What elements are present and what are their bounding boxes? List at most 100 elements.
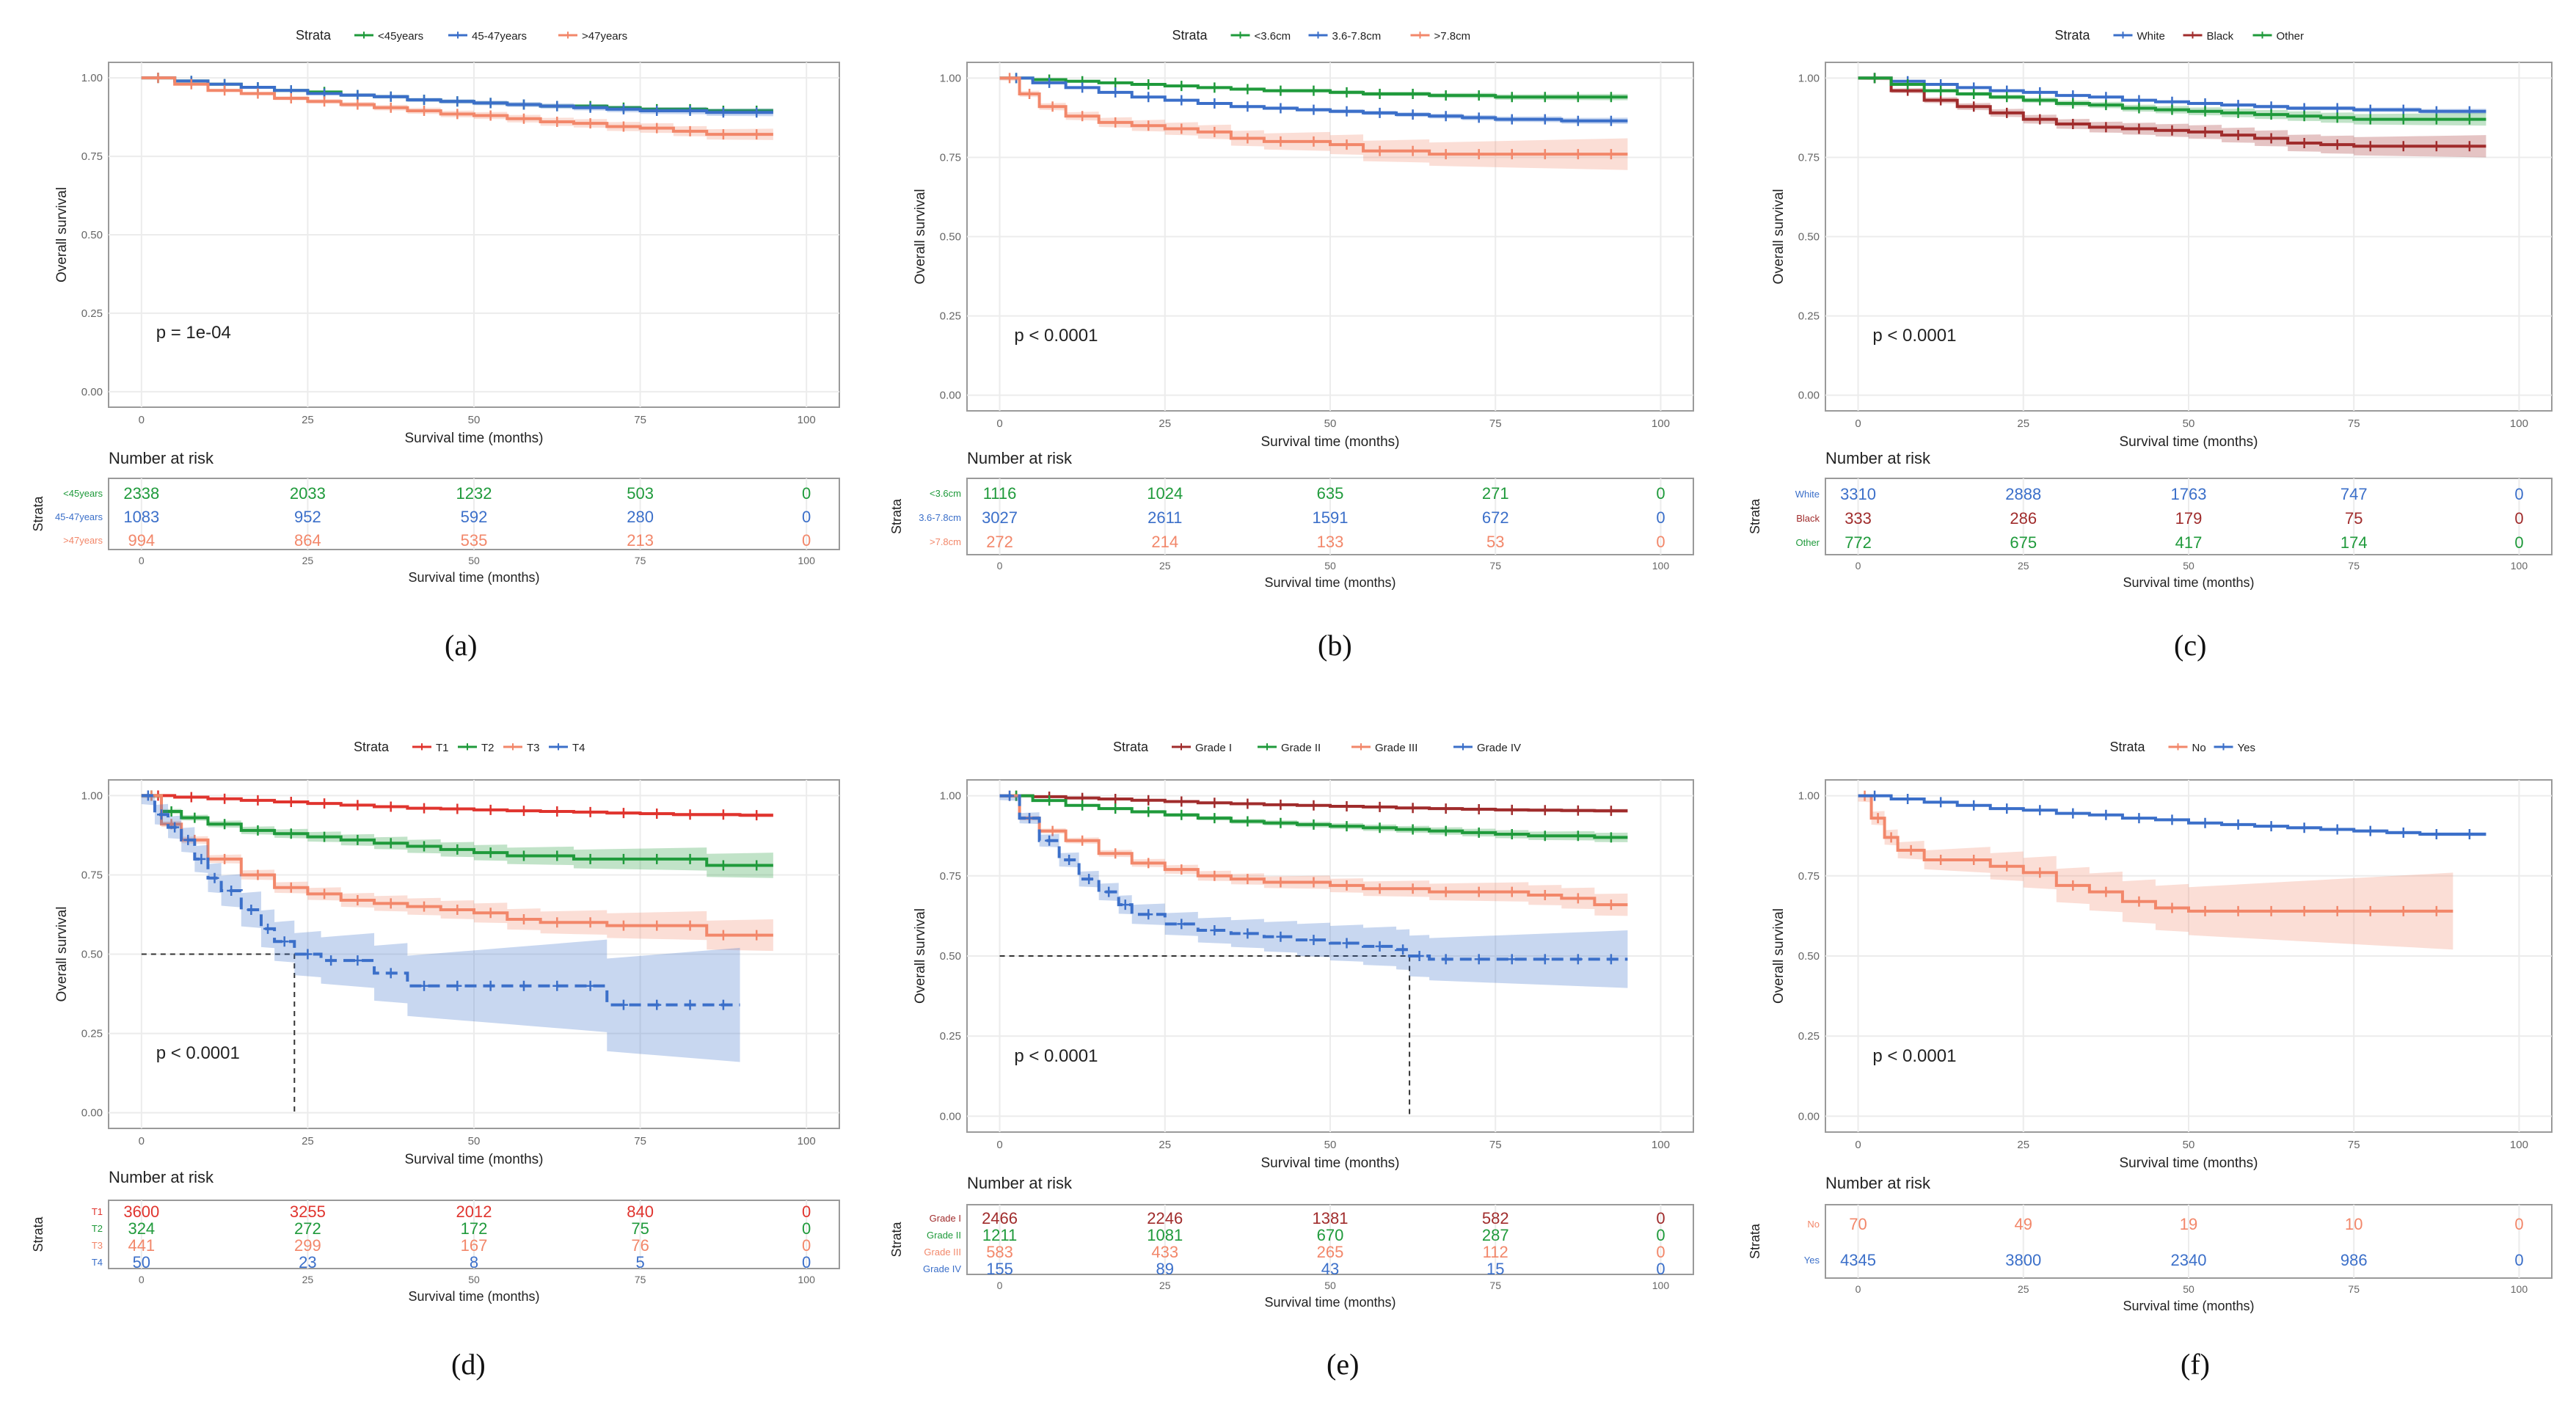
legend: Strata + Grade I + Grade II + Grade III + Grade …: [1113, 740, 1521, 754]
censor-mark: [2299, 111, 2309, 122]
risk-count: 5: [635, 1253, 644, 1271]
risk-count: 0: [802, 508, 811, 526]
censor-mark: [2464, 114, 2474, 125]
censor-mark: [1415, 951, 1424, 961]
x-tick-label: 0: [1855, 417, 1861, 430]
censor-mark: [519, 850, 528, 861]
censor-mark: [143, 790, 153, 801]
x-tick-label: 100: [1652, 1139, 1670, 1151]
risk-count: 324: [128, 1219, 155, 1238]
censor-mark: [2101, 809, 2111, 820]
x-tick-label: 100: [2510, 417, 2528, 430]
risk-count: 271: [1482, 484, 1509, 503]
censor-mark: [752, 810, 762, 821]
risk-table-title: Number at risk: [109, 449, 214, 467]
x-tick-label: 0: [996, 1139, 1002, 1151]
censor-mark: [1144, 795, 1153, 806]
x-axis-title: Survival time (months): [1261, 434, 1400, 450]
y-tick-label: 0.00: [1798, 1110, 1820, 1123]
series-grade-iv: [999, 790, 1628, 988]
censor-mark: [2365, 825, 2375, 836]
legend-key-mark: +: [1314, 28, 1322, 43]
censor-mark: [1375, 941, 1384, 952]
confidence-band: [999, 795, 1628, 916]
censor-mark: [1276, 817, 1285, 828]
x-tick-label: 75: [2348, 417, 2360, 430]
risk-count: 994: [128, 531, 155, 550]
censor-mark: [1573, 115, 1583, 126]
x-tick-label: 100: [798, 1135, 816, 1147]
legend-key-mark: +: [464, 740, 472, 754]
risk-row-label: >7.8cm: [930, 536, 961, 547]
risk-count: 1024: [1147, 484, 1183, 503]
censor-mark: [2431, 114, 2441, 125]
risk-count: 0: [1656, 1243, 1665, 1261]
y-tick-label: 1.00: [1798, 72, 1820, 84]
censor-mark: [1111, 117, 1120, 128]
y-tick-label: 0.50: [940, 950, 961, 963]
x-tick-label: 75: [1489, 1139, 1502, 1151]
censor-mark: [1309, 136, 1318, 147]
censor-mark: [190, 812, 200, 823]
y-tick-label: 0.75: [1798, 870, 1820, 883]
risk-count: 1381: [1313, 1209, 1349, 1227]
risk-x-tick-label: 0: [997, 1280, 1003, 1291]
risk-count: 0: [1656, 508, 1665, 527]
x-tick-label: 50: [468, 414, 481, 426]
censor-mark: [2068, 808, 2078, 819]
survival-curve: [999, 794, 1628, 839]
risk-count: 592: [461, 508, 488, 526]
risk-count: 3310: [1840, 485, 1876, 503]
risk-count: 0: [1656, 1226, 1665, 1244]
censor-mark: [1111, 803, 1120, 814]
censor-mark: [585, 806, 595, 817]
censor-mark: [1243, 133, 1252, 144]
censor-mark: [1375, 883, 1384, 894]
censor-mark: [353, 955, 362, 966]
risk-x-tick-label: 50: [468, 555, 480, 566]
censor-mark: [2035, 95, 2045, 106]
censor-mark: [1276, 931, 1285, 942]
risk-count: 0: [802, 531, 811, 550]
legend-key-mark: +: [1459, 740, 1467, 754]
y-axis-title: Overall survival: [913, 189, 928, 285]
legend-entry-label: Black: [2207, 30, 2234, 43]
legend-title: Strata: [2055, 28, 2091, 43]
survival-curve: [1858, 76, 2486, 148]
km-panel-5: 0 25 50 75 100 0.00 0.25 0.50 0.75 1.00 Survival t…: [889, 740, 1694, 1310]
km-panel-1: 0 25 50 75 100 0.00 0.25 0.50 0.75 1.00 Survival t…: [31, 28, 840, 585]
censor-mark: [1474, 149, 1484, 160]
censor-mark: [167, 806, 176, 817]
risk-x-tick-label: 25: [302, 555, 314, 566]
risk-count: 0: [802, 1219, 811, 1238]
censor-mark: [1936, 797, 1946, 808]
risk-count: 0: [1656, 1209, 1665, 1227]
censor-mark: [1309, 104, 1318, 115]
censor-mark: [486, 804, 495, 815]
censor-mark: [1936, 95, 1946, 106]
risk-y-axis-title: Strata: [31, 1216, 45, 1252]
risk-row-label: White: [1795, 489, 1820, 500]
risk-count: 3255: [290, 1203, 326, 1221]
censor-mark: [1210, 870, 1219, 881]
legend-title: Strata: [354, 740, 390, 754]
censor-mark: [685, 809, 695, 820]
censor-mark: [652, 999, 662, 1010]
censor-mark: [453, 980, 462, 991]
censor-mark: [2200, 817, 2210, 828]
confidence-band: [999, 795, 1628, 988]
risk-count: 3027: [982, 508, 1018, 527]
censor-mark: [1540, 92, 1550, 103]
risk-table: Number at risk 0 25 50 75 100 Survival time (m…: [1748, 449, 2553, 590]
legend: Strata + <45years +45-47years + >47years: [296, 28, 627, 43]
legend-key-mark: +: [555, 740, 563, 754]
censor-mark: [1078, 835, 1087, 846]
censor-mark: [1474, 954, 1484, 965]
censor-mark: [1210, 98, 1219, 109]
censor-mark: [718, 860, 728, 871]
risk-row-label: >47years: [63, 535, 103, 546]
risk-y-axis-title: Strata: [1748, 1223, 1762, 1259]
censor-mark: [1507, 114, 1517, 125]
censor-mark: [752, 860, 762, 871]
censor-mark: [253, 825, 263, 836]
